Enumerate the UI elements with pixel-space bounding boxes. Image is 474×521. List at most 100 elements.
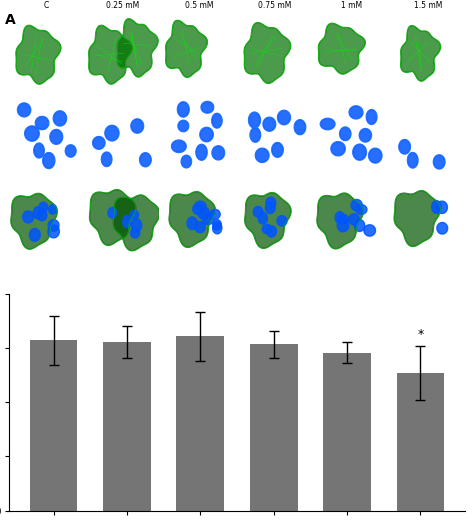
- Polygon shape: [49, 205, 57, 214]
- Polygon shape: [89, 26, 132, 84]
- Polygon shape: [320, 118, 335, 130]
- Polygon shape: [195, 221, 205, 232]
- Polygon shape: [355, 219, 365, 231]
- Polygon shape: [364, 225, 375, 236]
- Polygon shape: [258, 213, 267, 224]
- Text: *: *: [418, 328, 424, 341]
- Polygon shape: [394, 191, 440, 246]
- Polygon shape: [90, 190, 136, 245]
- Polygon shape: [131, 228, 140, 238]
- Polygon shape: [212, 114, 222, 128]
- Bar: [397, 373, 444, 511]
- Polygon shape: [266, 197, 276, 208]
- Polygon shape: [123, 216, 131, 228]
- Polygon shape: [337, 219, 349, 232]
- Polygon shape: [432, 201, 441, 214]
- Polygon shape: [39, 202, 47, 213]
- Polygon shape: [277, 216, 287, 226]
- Polygon shape: [437, 201, 447, 214]
- Polygon shape: [262, 225, 272, 234]
- Polygon shape: [181, 155, 191, 168]
- Polygon shape: [317, 193, 363, 249]
- Polygon shape: [399, 140, 410, 154]
- Polygon shape: [16, 26, 61, 84]
- Polygon shape: [331, 142, 345, 156]
- Polygon shape: [294, 120, 306, 134]
- Polygon shape: [23, 211, 34, 223]
- Polygon shape: [131, 119, 144, 133]
- Polygon shape: [253, 206, 263, 217]
- Polygon shape: [34, 143, 44, 158]
- Polygon shape: [177, 102, 189, 117]
- Polygon shape: [195, 201, 206, 211]
- Polygon shape: [187, 217, 198, 229]
- Polygon shape: [25, 126, 39, 141]
- Polygon shape: [366, 109, 377, 125]
- Polygon shape: [212, 222, 222, 234]
- Polygon shape: [193, 203, 204, 215]
- Polygon shape: [117, 19, 158, 77]
- Title: 0.25 mM: 0.25 mM: [106, 1, 139, 10]
- Polygon shape: [401, 26, 440, 81]
- Polygon shape: [359, 129, 372, 142]
- Polygon shape: [265, 203, 275, 214]
- Title: 1 mM: 1 mM: [341, 1, 362, 10]
- Polygon shape: [200, 127, 213, 142]
- Polygon shape: [337, 214, 348, 224]
- Polygon shape: [210, 209, 220, 219]
- Polygon shape: [353, 144, 366, 160]
- Polygon shape: [319, 23, 365, 74]
- Polygon shape: [37, 209, 47, 221]
- Polygon shape: [250, 128, 261, 142]
- Polygon shape: [11, 193, 57, 249]
- Bar: [30, 340, 77, 511]
- Polygon shape: [349, 214, 359, 225]
- Polygon shape: [248, 112, 260, 128]
- Polygon shape: [48, 219, 59, 231]
- Polygon shape: [92, 137, 105, 149]
- Title: 0.5 mM: 0.5 mM: [184, 1, 213, 10]
- Polygon shape: [369, 148, 382, 163]
- Polygon shape: [18, 103, 31, 117]
- Polygon shape: [166, 20, 207, 78]
- Polygon shape: [339, 127, 351, 141]
- Polygon shape: [437, 222, 447, 234]
- Polygon shape: [50, 129, 63, 144]
- Bar: [323, 353, 371, 511]
- Polygon shape: [203, 213, 214, 225]
- Polygon shape: [33, 207, 42, 219]
- Polygon shape: [196, 144, 207, 160]
- Polygon shape: [101, 152, 112, 167]
- Polygon shape: [267, 226, 276, 237]
- Polygon shape: [272, 143, 283, 157]
- Title: 0.75 mM: 0.75 mM: [258, 1, 292, 10]
- Polygon shape: [29, 229, 40, 241]
- Polygon shape: [335, 212, 344, 224]
- Polygon shape: [178, 120, 189, 132]
- Polygon shape: [351, 200, 362, 211]
- Polygon shape: [277, 110, 291, 125]
- Bar: [176, 337, 224, 511]
- Polygon shape: [408, 153, 418, 168]
- Bar: [250, 344, 298, 511]
- Polygon shape: [213, 220, 221, 230]
- Polygon shape: [356, 205, 367, 214]
- Polygon shape: [65, 145, 76, 157]
- Polygon shape: [212, 146, 225, 160]
- Polygon shape: [108, 208, 117, 218]
- Polygon shape: [263, 117, 276, 131]
- Polygon shape: [105, 126, 119, 141]
- Polygon shape: [130, 210, 138, 219]
- Polygon shape: [244, 22, 291, 83]
- Title: C: C: [44, 1, 49, 10]
- Polygon shape: [140, 153, 151, 167]
- Polygon shape: [433, 155, 445, 169]
- Polygon shape: [172, 140, 186, 153]
- Text: A: A: [5, 13, 16, 27]
- Title: 1.5 mM: 1.5 mM: [414, 1, 442, 10]
- Polygon shape: [169, 192, 215, 247]
- Polygon shape: [36, 116, 49, 130]
- Polygon shape: [198, 207, 210, 219]
- Polygon shape: [255, 148, 269, 163]
- Polygon shape: [113, 195, 160, 251]
